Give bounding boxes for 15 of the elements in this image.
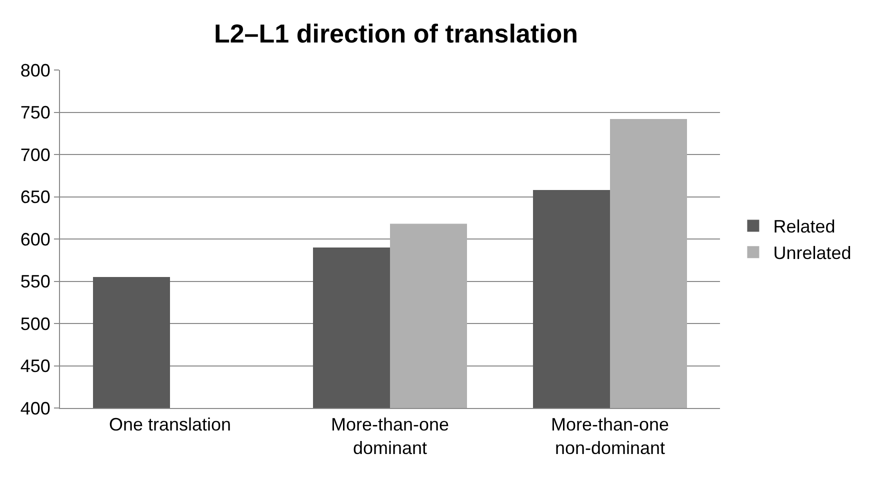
chart-title: L2–L1 direction of translation [214,18,578,49]
y-tick-label: 700 [20,144,50,165]
y-tick-label: 550 [20,272,50,292]
y-tick-label: 800 [20,60,50,80]
x-tick-label: One translation [108,414,232,435]
y-tick-label: 450 [20,356,50,376]
y-tick-label: 400 [20,398,50,418]
y-tick-label: 500 [20,314,50,334]
legend-label: Unrelated [773,243,852,264]
x-tick-label: More-than-one non-dominant [550,414,670,458]
y-tick-label: 750 [20,102,50,123]
x-tick-label: More-than-one dominant [330,414,450,458]
y-tick-label: 600 [20,229,50,250]
y-tick-label: 650 [20,187,50,208]
legend-label: Related [773,216,836,237]
